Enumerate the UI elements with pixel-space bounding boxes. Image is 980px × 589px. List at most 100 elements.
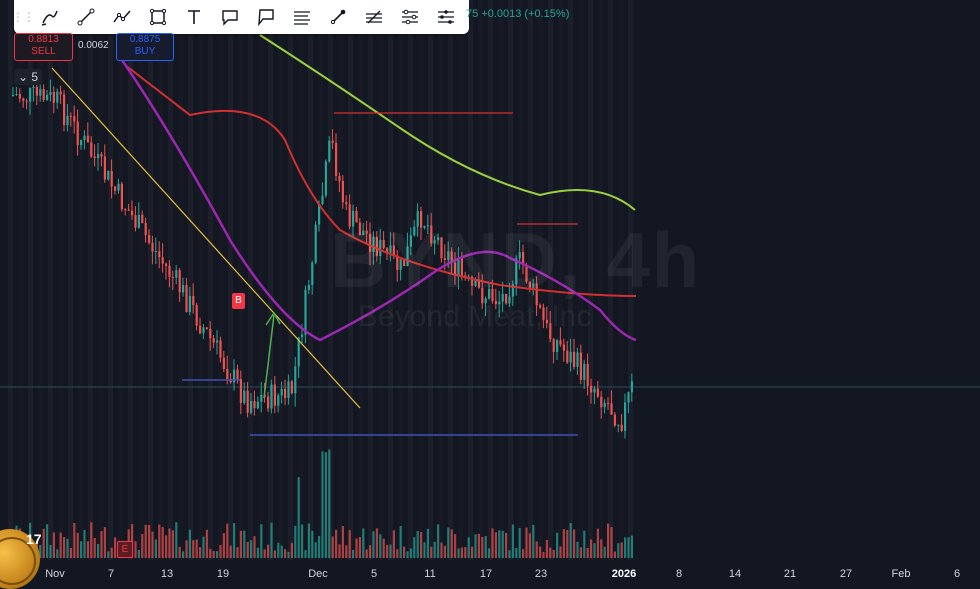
volume-bar — [362, 528, 365, 558]
chevron-down-icon: ⌄ — [17, 70, 32, 84]
background-stripe — [88, 0, 93, 560]
candle-body — [124, 209, 127, 211]
volume-bar — [549, 547, 552, 558]
volume-bar — [144, 524, 147, 558]
candle-body — [294, 366, 297, 394]
candle-body — [593, 388, 596, 393]
callout-icon[interactable] — [212, 0, 248, 34]
candle-body — [522, 252, 525, 265]
watermark-ticker: BYND, 4h — [330, 216, 702, 304]
volume-bar — [137, 549, 140, 558]
candle-body — [22, 98, 25, 101]
candle-body — [586, 363, 589, 386]
volume-bar — [450, 529, 453, 558]
volume-bar — [345, 545, 348, 558]
background-stripe — [28, 0, 33, 560]
path-icon[interactable] — [104, 0, 140, 34]
candle-body — [90, 142, 93, 157]
candle-body — [573, 351, 576, 367]
candle-body — [345, 202, 348, 205]
background-stripe — [328, 0, 333, 560]
buy-button[interactable]: 0.8875 BUY — [116, 33, 174, 61]
volume-bar — [93, 537, 96, 558]
background-stripe — [108, 0, 113, 560]
candle-body — [413, 226, 416, 236]
candle-body — [460, 258, 463, 276]
volume-bar — [297, 477, 300, 558]
volume-bar — [294, 525, 297, 558]
sell-button[interactable]: 0.8813 SELL — [14, 33, 73, 61]
volume-bar — [437, 524, 440, 558]
candle-body — [318, 204, 321, 225]
volume-bar — [386, 544, 389, 558]
candle-body — [188, 296, 191, 313]
background-stripe — [298, 0, 303, 560]
candle-body — [331, 140, 334, 143]
candle-body — [233, 369, 236, 383]
volume-bar — [328, 449, 331, 558]
horizontal-lines-icon[interactable] — [284, 0, 320, 34]
volume-bar — [352, 549, 355, 558]
background-stripe — [518, 0, 523, 560]
volume-bar — [314, 542, 317, 558]
background-stripe — [558, 0, 563, 560]
candle-body — [341, 181, 344, 203]
time-axis-label: 6 — [953, 568, 961, 580]
volume-bar — [443, 545, 446, 558]
brush-icon[interactable] — [32, 0, 68, 34]
volume-bar — [199, 547, 202, 558]
volume-bar — [154, 539, 157, 558]
volume-bar — [46, 524, 49, 558]
comment-icon[interactable] — [248, 0, 284, 34]
time-axis-label: 2026 — [611, 568, 637, 580]
candle-body — [508, 296, 511, 304]
volume-bar — [583, 530, 586, 558]
candle-body — [52, 92, 55, 103]
toolbar-grip-icon[interactable]: ⋮⋮ — [12, 10, 35, 24]
candle-body — [117, 183, 120, 191]
indicators-collapse-button[interactable]: ⌄ 5 — [14, 69, 42, 85]
candle-body — [222, 357, 225, 369]
earnings-marker[interactable]: E — [117, 541, 133, 558]
time-axis-label: 23 — [534, 568, 548, 580]
trendline — [51, 67, 361, 409]
candle-body — [290, 381, 293, 394]
fib-icon[interactable] — [356, 0, 392, 34]
candle-body — [253, 401, 256, 409]
volume-bar — [331, 536, 334, 558]
background-stripe — [468, 0, 473, 560]
volume-bar — [579, 547, 582, 558]
volume-bar — [491, 528, 494, 558]
candle-body — [182, 284, 185, 293]
candle-body — [103, 156, 106, 180]
buy-signal-marker[interactable]: B — [232, 293, 245, 309]
candle-body — [409, 235, 412, 247]
trend-line-icon[interactable] — [68, 0, 104, 34]
candle-body — [549, 323, 552, 340]
volume-bar — [301, 524, 304, 558]
volume-bar — [552, 549, 555, 558]
candle-body — [545, 319, 548, 324]
volume-bar — [243, 530, 246, 558]
volume-bar — [284, 549, 287, 558]
background-stripe — [128, 0, 133, 560]
settings-icon[interactable] — [428, 0, 464, 34]
text-icon[interactable] — [176, 0, 212, 34]
volume-bar — [280, 545, 283, 558]
marker-icon[interactable] — [320, 0, 356, 34]
candle-body — [389, 245, 392, 253]
candle-body — [328, 140, 331, 162]
background-stripe — [48, 0, 53, 560]
rectangle-icon[interactable] — [140, 0, 176, 34]
candle-body — [304, 289, 307, 335]
volume-bar — [100, 531, 103, 558]
volume-bar — [508, 550, 511, 558]
background-stripe — [578, 0, 583, 560]
candle-body — [579, 352, 582, 380]
position-icon[interactable] — [392, 0, 428, 34]
candle-body — [148, 235, 151, 243]
candle-body — [535, 283, 538, 306]
candle-body — [69, 115, 72, 117]
